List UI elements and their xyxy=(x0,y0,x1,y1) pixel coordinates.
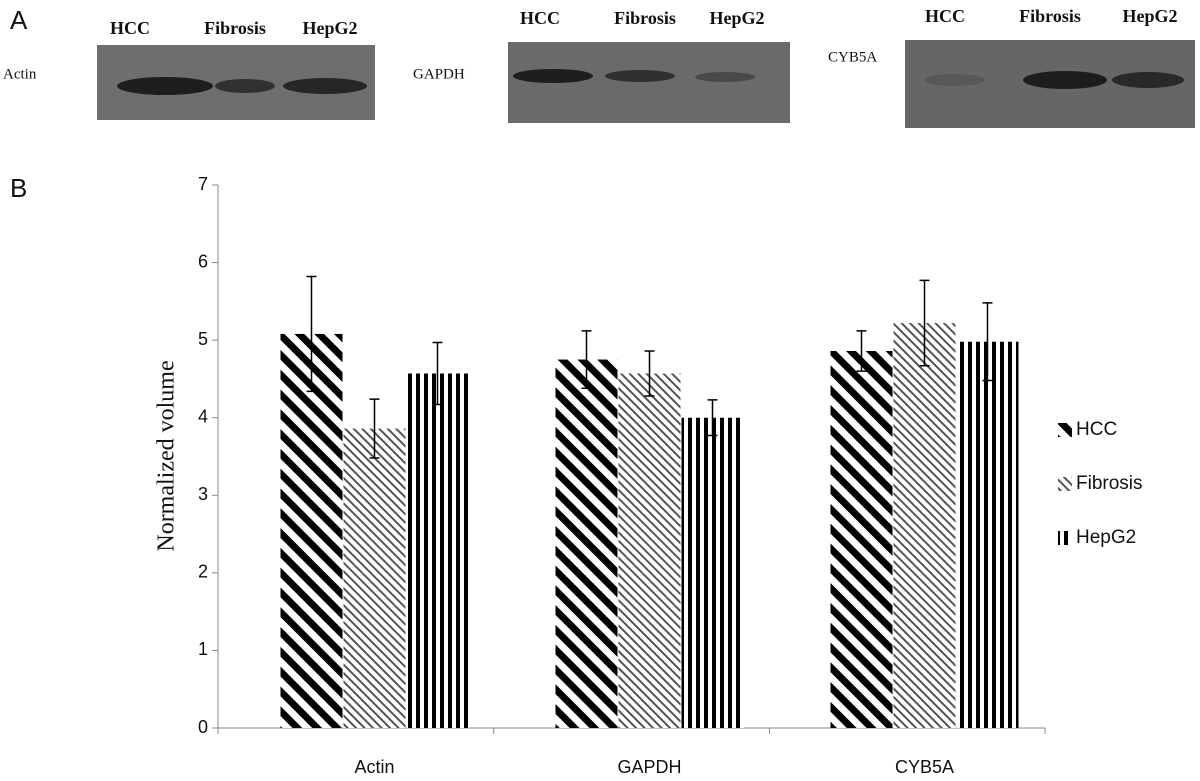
y-tick-label: 4 xyxy=(198,406,208,426)
band xyxy=(513,69,593,83)
protein-label: CYB5A xyxy=(828,49,877,65)
lane-label: HepG2 xyxy=(302,18,357,38)
lane-label: HCC xyxy=(925,6,965,26)
y-tick-label: 1 xyxy=(198,639,208,659)
legend-swatch xyxy=(1058,477,1072,491)
lane-label: Fibrosis xyxy=(204,18,266,38)
error-bar xyxy=(707,399,718,437)
y-tick-label: 0 xyxy=(198,717,208,737)
y-tick-label: 5 xyxy=(198,329,208,349)
error-bar xyxy=(306,275,317,393)
lane-label: Fibrosis xyxy=(1019,6,1081,26)
y-tick-label: 7 xyxy=(198,174,208,194)
lane-label: HepG2 xyxy=(1122,6,1177,26)
panel-label: A xyxy=(10,5,28,35)
band xyxy=(215,79,275,93)
x-tick-label: Actin xyxy=(354,757,394,777)
legend-swatch xyxy=(1058,423,1072,437)
error-bar xyxy=(982,302,993,382)
y-axis-title: Normalized volume xyxy=(154,360,180,551)
x-tick-label: CYB5A xyxy=(895,757,954,777)
y-tick-label: 2 xyxy=(198,562,208,582)
bar xyxy=(406,373,469,728)
error-bar xyxy=(856,330,867,372)
bar xyxy=(618,373,681,728)
error-bar xyxy=(369,398,380,459)
protein-label: Actin xyxy=(3,66,37,82)
y-tick-label: 6 xyxy=(198,251,208,271)
legend-label: Fibrosis xyxy=(1076,473,1143,494)
band xyxy=(117,77,213,95)
band xyxy=(605,70,675,82)
lane-label: HepG2 xyxy=(709,8,764,28)
lane-label: Fibrosis xyxy=(614,8,676,28)
lane-label: HCC xyxy=(520,8,560,28)
bar xyxy=(956,341,1019,728)
x-tick-label: GAPDH xyxy=(617,757,681,777)
error-bar xyxy=(432,341,443,406)
legend-label: HepG2 xyxy=(1076,527,1136,548)
y-tick-label: 3 xyxy=(198,484,208,504)
bar xyxy=(555,359,618,728)
bar xyxy=(681,417,744,728)
band xyxy=(1112,72,1184,88)
bar xyxy=(893,323,956,728)
band xyxy=(283,78,367,94)
bar xyxy=(343,428,406,728)
band xyxy=(695,72,755,82)
lane-label: HCC xyxy=(110,18,150,38)
band xyxy=(925,74,985,86)
panel-label: B xyxy=(10,173,27,203)
error-bar xyxy=(644,350,655,397)
protein-label: GAPDH xyxy=(413,66,465,82)
band xyxy=(1023,71,1107,89)
legend-label: HCC xyxy=(1076,419,1117,440)
error-bar xyxy=(581,330,592,389)
bar xyxy=(830,351,893,728)
legend-swatch xyxy=(1058,531,1072,545)
bar xyxy=(280,333,343,728)
error-bar xyxy=(919,279,930,367)
